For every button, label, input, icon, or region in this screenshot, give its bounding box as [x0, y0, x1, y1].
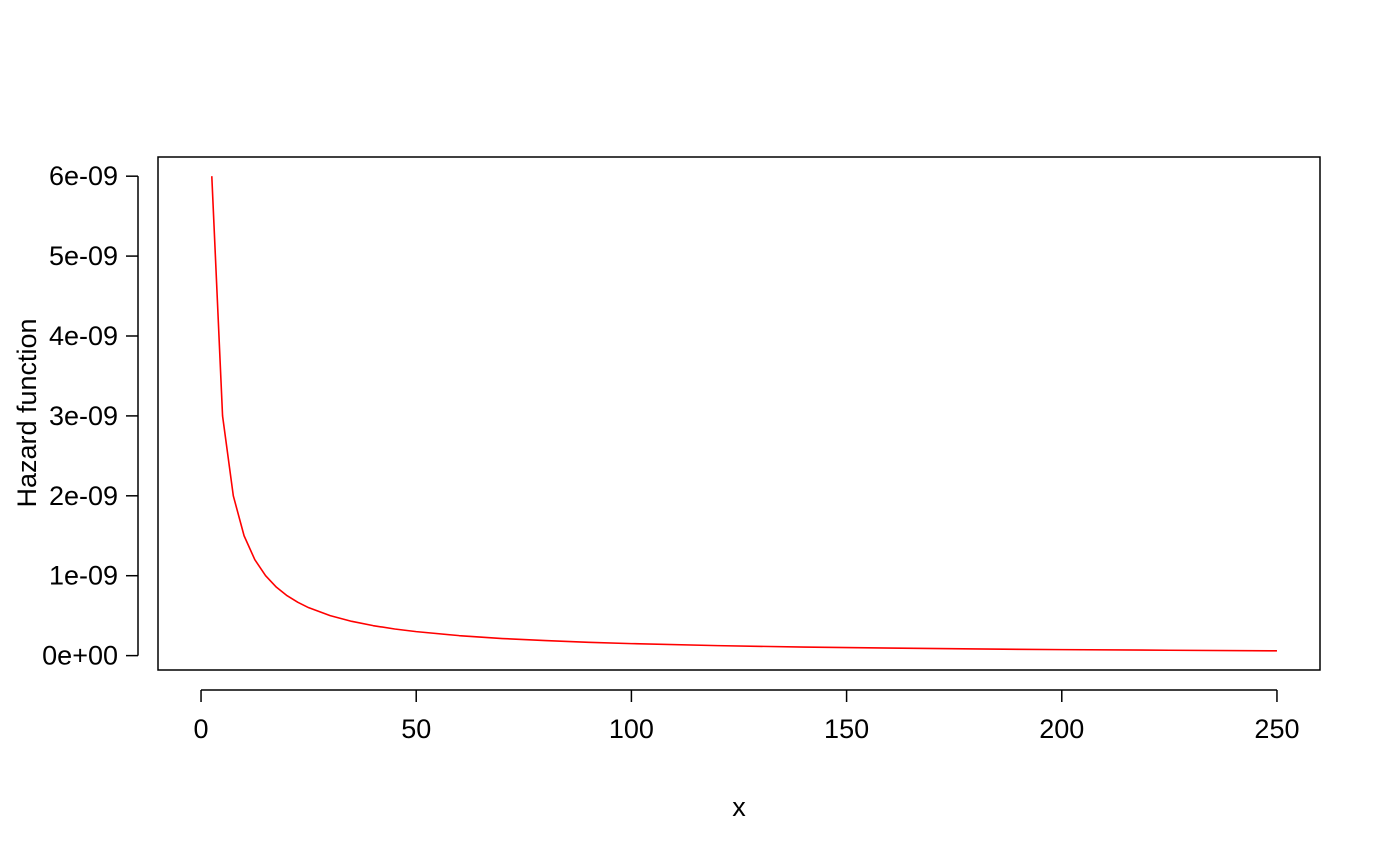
x-tick-label: 0 — [194, 714, 209, 744]
y-axis-label: Hazard function — [12, 318, 42, 507]
plot-frame — [157, 156, 1321, 671]
x-tick-label: 200 — [1039, 714, 1084, 744]
hazard-series-line — [211, 176, 1277, 652]
x-tick-label: 150 — [824, 714, 869, 744]
x-axis-label: x — [732, 792, 746, 822]
x-axis: 0 50 100 150 200 250 — [194, 689, 1299, 744]
y-tick-label: 1e-09 — [49, 561, 118, 591]
y-tick-label: 3e-09 — [49, 401, 118, 431]
x-tick-label: 100 — [609, 714, 654, 744]
series-layer — [211, 176, 1277, 652]
y-tick-label: 0e+00 — [42, 641, 118, 671]
y-axis: 0e+00 1e-09 2e-09 3e-09 4e-09 5e-09 6e-09 — [42, 161, 139, 671]
x-tick-label: 250 — [1254, 714, 1299, 744]
y-tick-label: 4e-09 — [49, 321, 118, 351]
x-tick-label: 50 — [401, 714, 431, 744]
y-tick-label: 6e-09 — [49, 161, 118, 191]
y-tick-label: 5e-09 — [49, 241, 118, 271]
y-tick-label: 2e-09 — [49, 481, 118, 511]
